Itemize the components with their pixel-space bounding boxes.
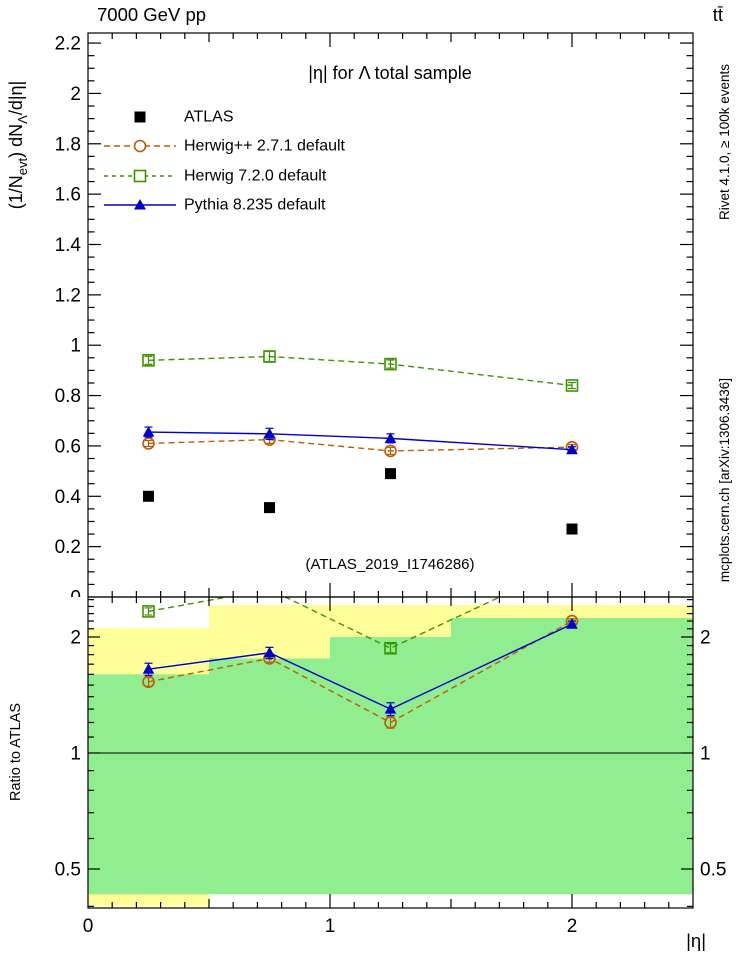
data-point-triangle-filled bbox=[142, 663, 155, 674]
series-line bbox=[148, 431, 573, 451]
legend-item-pythia: Pythia 8.235 default bbox=[104, 197, 326, 214]
plot-title: |η| for Λ total sample bbox=[308, 63, 471, 83]
legend-item-atlas: ATLAS bbox=[134, 109, 234, 126]
data-point-triangle-filled bbox=[384, 703, 397, 714]
data-point-triangle-filled bbox=[142, 426, 155, 437]
data-point-circle-open bbox=[384, 444, 397, 458]
main-y-tick-label: 1 bbox=[70, 336, 81, 357]
ratio-y-ticks: 0.5 0.5 1 1 2 2 bbox=[55, 599, 726, 907]
x-tick-label: 1 bbox=[325, 916, 336, 937]
analysis-watermark: (ATLAS_2019_I1746286) bbox=[305, 556, 474, 573]
band-green-bin bbox=[209, 658, 330, 895]
ratio-y-tick-label-left: 1 bbox=[70, 744, 81, 765]
ylabel-sub-lambda: Λ bbox=[15, 115, 30, 124]
legend-item-herwig7: Herwig 7.2.0 default bbox=[104, 168, 327, 185]
ratio-x-tick-labels: 0 1 2 bbox=[83, 916, 578, 937]
main-y-tick-label: 1.2 bbox=[55, 285, 81, 306]
data-point-triangle-filled bbox=[566, 443, 578, 455]
herwigpp-circle-marker-icon bbox=[133, 139, 147, 153]
main-series-herwig7 bbox=[142, 350, 579, 392]
data-point-circle-open bbox=[142, 675, 155, 689]
band-green-bin bbox=[451, 618, 693, 895]
legend-label-pythia: Pythia 8.235 default bbox=[184, 197, 326, 214]
data-point-square-open bbox=[384, 641, 397, 655]
legend-item-herwigpp: Herwig++ 2.7.1 default bbox=[104, 138, 346, 155]
header-process-label: tt̄ bbox=[713, 4, 723, 25]
data-point-triangle-filled bbox=[263, 646, 276, 658]
legend-label-atlas: ATLAS bbox=[184, 109, 234, 126]
herwig7-square-marker-icon bbox=[133, 169, 147, 183]
data-point-circle-open bbox=[384, 716, 397, 729]
data-point-square-filled bbox=[264, 502, 275, 514]
ratio-series-pythia bbox=[142, 618, 578, 717]
ratio-y-tick-label-left: 0.5 bbox=[55, 860, 81, 881]
header-beam-label: 7000 GeV pp bbox=[97, 4, 206, 25]
x-axis-label: |η| bbox=[686, 930, 706, 951]
data-point-circle-open bbox=[142, 437, 155, 450]
x-tick-label: 2 bbox=[567, 916, 578, 937]
main-y-tick-label: 2.2 bbox=[55, 34, 81, 55]
main-frame bbox=[87, 32, 694, 598]
data-point-square-filled bbox=[385, 468, 396, 480]
band-green-bin bbox=[88, 674, 209, 895]
rivet-version-label: Rivet 4.1.0, ≥ 100k events bbox=[717, 64, 732, 220]
series-line bbox=[148, 620, 573, 724]
main-y-tick-label: 0.8 bbox=[55, 386, 81, 407]
ylabel-part: (1/N bbox=[6, 175, 26, 209]
main-y-ticks: 0.2 0.4 0.6 0.8 1 1.2 1.4 1.6 1.8 2 2.2 0 bbox=[55, 34, 693, 609]
data-point-square-open bbox=[263, 350, 276, 363]
ylabel-part: ) dN bbox=[6, 124, 26, 158]
pythia-triangle-marker-icon bbox=[134, 199, 146, 210]
main-y-axis-label: (1/Nevt) dNΛ/d|η| bbox=[6, 81, 30, 209]
series-line bbox=[148, 355, 573, 387]
data-point-triangle-filled bbox=[384, 432, 397, 443]
series-line bbox=[148, 623, 573, 710]
band-green-bin bbox=[330, 636, 451, 895]
data-point-square-open bbox=[264, 584, 275, 595]
data-point-square-open bbox=[142, 605, 155, 618]
data-point-square-open bbox=[384, 357, 397, 371]
data-point-square-open bbox=[565, 379, 579, 392]
main-series-atlas bbox=[143, 468, 578, 535]
data-point-square-open bbox=[567, 558, 578, 569]
legend-label-herwig7: Herwig 7.2.0 default bbox=[184, 168, 327, 185]
data-point-square-filled bbox=[143, 490, 154, 502]
legend-label-herwigpp: Herwig++ 2.7.1 default bbox=[184, 138, 346, 155]
x-ticks bbox=[111, 33, 670, 908]
main-y-tick-label: 1.4 bbox=[55, 235, 82, 256]
ratio-y-tick-label-right: 1 bbox=[700, 744, 711, 765]
legend: ATLAS Herwig++ 2.7.1 default Herwig 7.2.… bbox=[104, 109, 346, 214]
ylabel-part: /d|η| bbox=[6, 81, 26, 115]
series-line bbox=[148, 438, 573, 452]
uncertainty-bands bbox=[88, 605, 693, 907]
data-point-square-open bbox=[142, 354, 155, 367]
ratio-y-tick-label-left: 2 bbox=[70, 627, 81, 648]
main-series-pythia bbox=[142, 426, 578, 455]
main-y-tick-label: 0.4 bbox=[55, 487, 82, 508]
chart-canvas: 0.2 0.4 0.6 0.8 1 1.2 1.4 1.6 1.8 2 2.2 0 0 1 2 0.5 0.5 1… bbox=[55, 32, 726, 937]
data-point-square-filled bbox=[566, 523, 578, 535]
main-y-tick-label: 1.6 bbox=[55, 185, 81, 206]
data-point-triangle-filled bbox=[263, 427, 276, 439]
ratio-y-axis-label: Ratio to ATLAS bbox=[8, 703, 24, 801]
ratio-y-tick-label-right: 0.5 bbox=[700, 860, 726, 881]
atlas-square-marker-icon bbox=[134, 111, 146, 123]
data-point-triangle-filled bbox=[566, 618, 578, 629]
ylabel-sub-evt: evt bbox=[15, 157, 30, 175]
ratio-y-tick-label-right: 2 bbox=[700, 627, 711, 648]
main-y-tick-label: 1.8 bbox=[55, 134, 81, 155]
mcplots-credit-label: mcplots.cern.ch [arXiv:1306.3436] bbox=[717, 378, 732, 582]
main-y-tick-label: 0.2 bbox=[55, 537, 81, 558]
main-y-zero-label-clipped: 0 bbox=[70, 588, 81, 609]
main-y-tick-label: 2 bbox=[70, 84, 81, 105]
main-y-tick-label: 0.6 bbox=[55, 436, 81, 457]
x-tick-label: 0 bbox=[83, 916, 94, 937]
